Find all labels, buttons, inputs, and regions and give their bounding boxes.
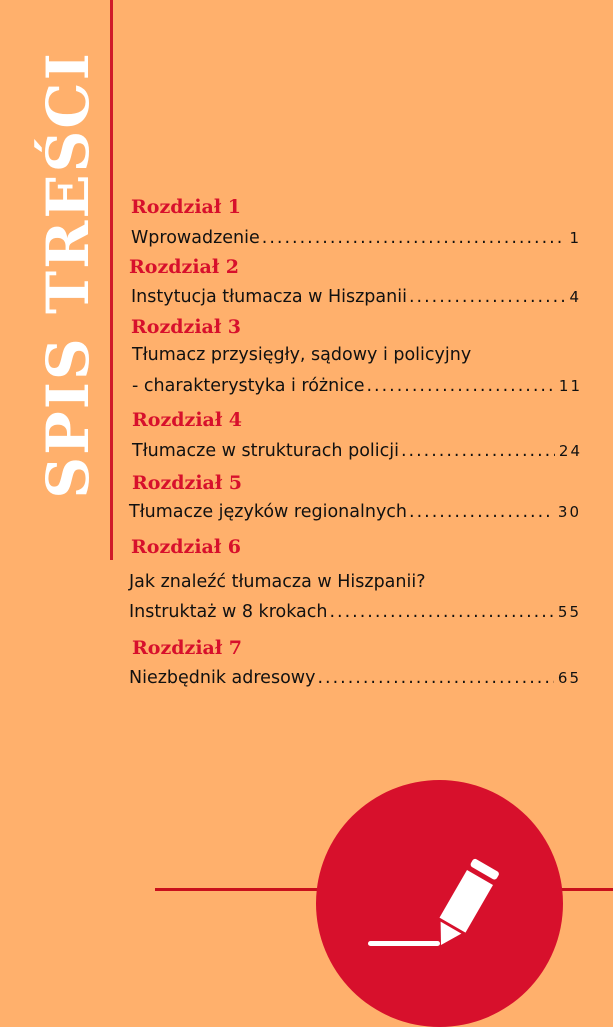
page-number: 24	[558, 442, 582, 460]
pencil-icon	[368, 858, 499, 946]
chapter-2-heading: Rozdział 2	[129, 256, 240, 278]
entry-title-line: Tłumacz przysięgły, sądowy i policyjny	[132, 345, 472, 365]
chapter-6-heading: Rozdział 6	[131, 536, 242, 558]
page-number: 1	[569, 229, 581, 247]
page-number: 4	[569, 288, 581, 306]
entry-title-line: Jak znaleźć tłumacza w Hiszpanii?	[129, 572, 426, 592]
toc-entry[interactable]: Wprowadzenie 1	[131, 228, 581, 248]
page-number: 11	[558, 377, 582, 395]
entry-title: Instruktaż w 8 krokach	[129, 602, 328, 622]
entry-title: Tłumacze w strukturach policji	[132, 441, 399, 461]
toc-entry[interactable]: Niezbędnik adresowy 65	[129, 668, 581, 688]
chapter-5-heading: Rozdział 5	[132, 472, 243, 494]
page-number: 65	[557, 669, 581, 687]
vertical-divider	[110, 0, 113, 560]
toc-entry[interactable]: Tłumacze w strukturach policji 24	[132, 441, 582, 461]
page-number: 55	[557, 603, 581, 621]
toc-entry[interactable]: Instruktaż w 8 krokach 55	[129, 602, 581, 622]
chapter-1-heading: Rozdział 1	[131, 196, 242, 218]
page-number: 30	[557, 503, 581, 521]
chapter-7-heading: Rozdział 7	[132, 637, 243, 659]
toc-entry[interactable]: Tłumacze języków regionalnych 30	[129, 502, 581, 522]
toc-entry[interactable]: Instytucja tłumacza w Hiszpanii 4	[131, 287, 581, 307]
chapter-4-heading: Rozdział 4	[132, 409, 243, 431]
entry-title: Niezbędnik adresowy	[129, 668, 316, 688]
entry-title: Instytucja tłumacza w Hiszpanii	[131, 287, 407, 307]
entry-title: Tłumacze języków regionalnych	[129, 502, 408, 522]
entry-title: - charakterystyka i różnice	[132, 376, 365, 396]
page-title: SPIS TREŚCI	[34, 51, 102, 499]
toc-entry[interactable]: - charakterystyka i różnice 11	[132, 376, 582, 396]
entry-title: Wprowadzenie	[131, 228, 260, 248]
chapter-3-heading: Rozdział 3	[131, 316, 242, 338]
